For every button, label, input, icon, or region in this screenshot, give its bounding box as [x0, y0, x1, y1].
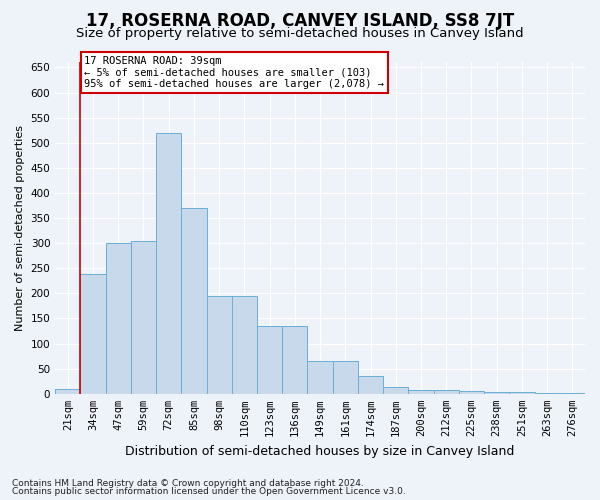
Bar [156, 132, 181, 394]
Text: 17 ROSERNA ROAD: 39sqm
← 5% of semi-detached houses are smaller (103)
95% of sem: 17 ROSERNA ROAD: 39sqm ← 5% of semi-deta… [84, 56, 384, 89]
Bar [560, 393, 585, 394]
Bar [509, 392, 535, 394]
Bar [484, 392, 509, 394]
Bar [383, 387, 409, 394]
Bar [459, 392, 484, 394]
Bar [307, 361, 332, 394]
Bar [206, 296, 232, 394]
Text: 17, ROSERNA ROAD, CANVEY ISLAND, SS8 7JT: 17, ROSERNA ROAD, CANVEY ISLAND, SS8 7JT [86, 12, 514, 30]
Bar [106, 243, 131, 394]
Bar [80, 274, 106, 394]
Bar [55, 389, 80, 394]
Bar [332, 361, 358, 394]
Bar [358, 376, 383, 394]
Text: Size of property relative to semi-detached houses in Canvey Island: Size of property relative to semi-detach… [76, 28, 524, 40]
Bar [131, 240, 156, 394]
Y-axis label: Number of semi-detached properties: Number of semi-detached properties [15, 125, 25, 331]
Text: Contains HM Land Registry data © Crown copyright and database right 2024.: Contains HM Land Registry data © Crown c… [12, 478, 364, 488]
Bar [181, 208, 206, 394]
Bar [535, 393, 560, 394]
Bar [232, 296, 257, 394]
Bar [257, 326, 282, 394]
Bar [282, 326, 307, 394]
Bar [434, 390, 459, 394]
X-axis label: Distribution of semi-detached houses by size in Canvey Island: Distribution of semi-detached houses by … [125, 444, 515, 458]
Bar [409, 390, 434, 394]
Text: Contains public sector information licensed under the Open Government Licence v3: Contains public sector information licen… [12, 487, 406, 496]
